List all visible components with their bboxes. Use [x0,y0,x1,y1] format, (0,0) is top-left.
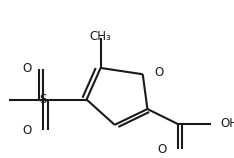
Text: O: O [157,143,167,156]
Text: OH: OH [220,117,234,130]
Text: O: O [23,62,32,75]
Text: CH₃: CH₃ [90,30,111,43]
Text: S: S [40,93,47,106]
Text: O: O [154,67,164,79]
Text: O: O [23,124,32,137]
